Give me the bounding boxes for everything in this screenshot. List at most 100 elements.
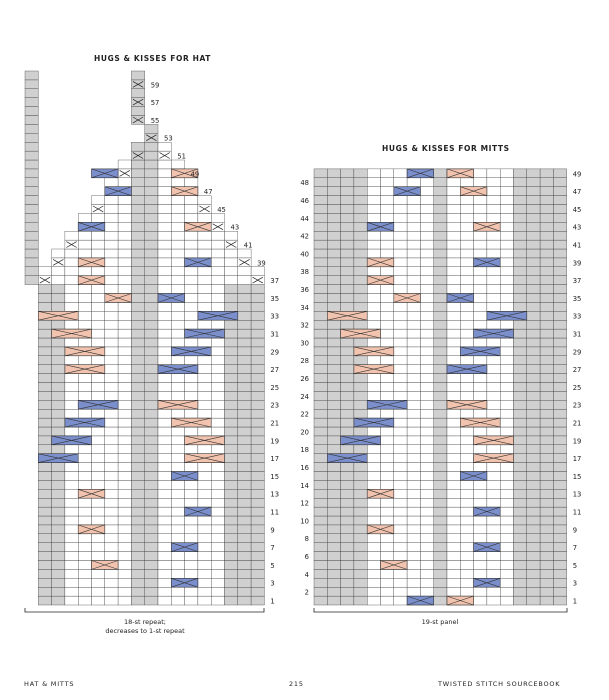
hat-cell — [91, 355, 105, 365]
hat-cell — [91, 266, 105, 276]
hat-cell — [117, 480, 132, 490]
mitts-cell — [380, 444, 394, 454]
hat-cell — [104, 320, 119, 330]
mitts-cell — [433, 231, 448, 241]
mitts-cell — [380, 533, 394, 543]
hat-cell — [211, 275, 225, 285]
hat-cell — [157, 239, 172, 250]
hat-cell — [78, 391, 92, 401]
hat-cell — [224, 320, 238, 330]
mitts-cell — [327, 417, 341, 428]
hat-cell — [104, 524, 119, 534]
hat-cable-cross — [77, 399, 119, 410]
hat-cell — [171, 480, 185, 490]
mitts-cell — [460, 257, 474, 267]
mitts-cell — [327, 328, 341, 339]
hat-cell — [157, 462, 172, 472]
hat-cell — [117, 542, 132, 552]
mitts-cell — [446, 498, 461, 508]
hat-cell — [237, 480, 252, 490]
hat-cell — [117, 266, 132, 276]
hat-cell — [184, 587, 199, 597]
mitts-cell — [353, 533, 368, 543]
mitts-cell — [553, 204, 567, 214]
mitts-cell — [367, 355, 381, 365]
hat-cell — [237, 373, 252, 383]
mitts-cell — [539, 506, 554, 517]
hat-cell — [157, 489, 172, 499]
mitts-cell — [460, 587, 474, 597]
hat-cell — [78, 284, 92, 294]
mitts-cell — [526, 551, 541, 561]
hat-cell — [91, 578, 105, 588]
mitts-cell — [486, 302, 501, 312]
hat-cell — [24, 97, 39, 107]
hat-row-label: 45 — [217, 206, 226, 214]
hat-cell — [157, 311, 172, 321]
mitts-cell — [353, 222, 368, 232]
mitts-cell — [460, 355, 474, 365]
mitts-cell — [460, 275, 474, 285]
hat-cell — [224, 417, 238, 428]
hat-cell — [104, 284, 119, 294]
mitts-cell — [406, 524, 421, 534]
mitts-cell — [327, 578, 341, 588]
mitts-cell — [500, 337, 514, 348]
mitts-cell — [500, 177, 514, 187]
mitts-cell — [553, 355, 567, 365]
hat-cell — [224, 248, 238, 259]
mitts-cell — [433, 515, 448, 526]
mitts-cell — [327, 480, 341, 490]
mitts-cell — [393, 355, 408, 365]
mitts-cell — [406, 542, 421, 552]
hat-cell — [197, 337, 212, 348]
mitts-cell — [393, 239, 408, 250]
mitts-cell — [327, 489, 341, 499]
mitts-cell — [446, 204, 461, 214]
mitts-cell — [539, 587, 554, 597]
hat-cell — [38, 515, 52, 526]
hat-cell — [131, 471, 145, 481]
mitts-cell — [380, 337, 394, 348]
mitts-cell — [500, 515, 514, 526]
mitts-cell — [340, 373, 355, 383]
mitts-cell — [500, 426, 514, 437]
mitts-cell — [393, 382, 408, 392]
mitts-cell — [393, 444, 408, 454]
mitts-cell — [473, 533, 488, 543]
mitts-cell — [446, 231, 461, 241]
mitts-cell — [406, 222, 421, 232]
mitts-row-label-odd: 27 — [573, 366, 582, 374]
hat-cell — [184, 382, 199, 392]
mitts-cell — [513, 542, 527, 552]
mitts-cell — [433, 400, 448, 410]
mitts-cell — [420, 239, 434, 250]
hat-cell — [51, 248, 66, 259]
hat-decrease-mark — [66, 241, 77, 248]
mitts-cell — [433, 293, 448, 303]
hat-cell — [64, 257, 79, 267]
hat-row-label: 21 — [270, 420, 279, 428]
mitts-cell — [446, 453, 461, 463]
mitts-cell — [380, 293, 394, 303]
mitts-cell — [340, 239, 355, 250]
hat-cell — [64, 587, 79, 597]
mitts-cell — [460, 533, 474, 543]
mitts-cell — [486, 533, 501, 543]
mitts-cell — [486, 204, 501, 214]
mitts-cell — [460, 435, 474, 445]
hat-cell — [250, 364, 265, 374]
hat-cable-cross — [77, 222, 106, 232]
hat-cell — [131, 524, 145, 534]
hat-cell — [24, 257, 39, 267]
hat-cell — [64, 462, 79, 472]
hat-cell — [64, 293, 79, 303]
hat-cell — [78, 462, 92, 472]
mitts-cell — [513, 320, 527, 330]
mitts-cell — [473, 302, 488, 312]
mitts-cable-cross — [380, 560, 408, 570]
mitts-cell — [327, 337, 341, 348]
mitts-cable-cross — [459, 417, 501, 428]
hat-cell — [104, 346, 119, 356]
hat-cell — [184, 569, 199, 579]
